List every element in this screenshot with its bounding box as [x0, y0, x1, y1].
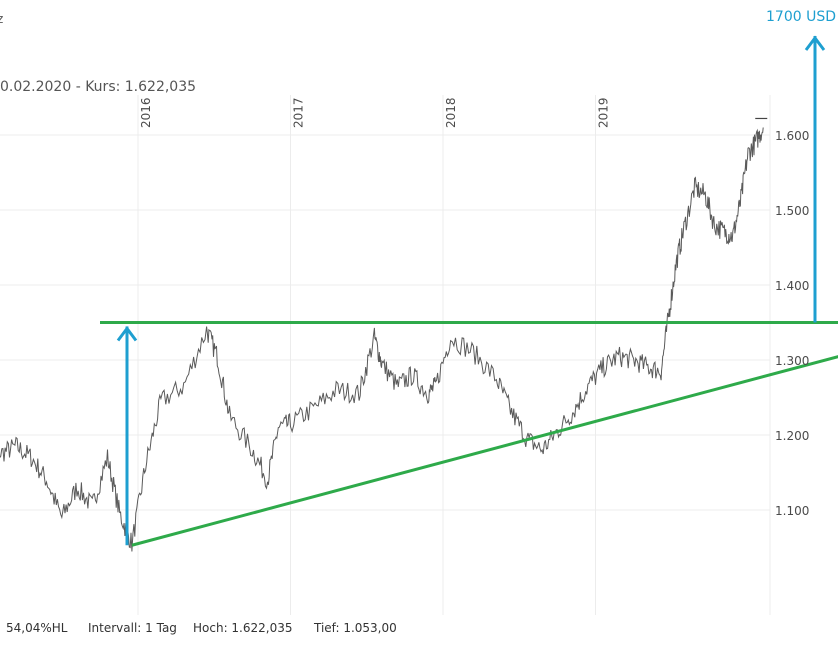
x-tick-label: 2018: [444, 97, 458, 128]
measured-move-arrowhead: [116, 326, 138, 342]
overlay-layer: [100, 35, 838, 547]
y-tick-label: 1.500: [775, 204, 809, 218]
corner-mark: z: [0, 12, 4, 26]
target-label: 1700 USD: [766, 9, 836, 25]
y-tick-label: 1.600: [775, 129, 809, 143]
price-series-line: [0, 127, 764, 552]
low-label: Tief: 1.053,00: [314, 621, 397, 635]
y-tick-label: 1.100: [775, 504, 809, 518]
interval-label: Intervall: 1 Tag: [88, 621, 177, 635]
y-tick-label: 1.400: [775, 279, 809, 293]
date-price-header: 0.02.2020 - Kurs: 1.622,035: [0, 79, 197, 95]
support-trendline: [131, 355, 838, 547]
grid-layer: [0, 95, 771, 615]
x-tick-label: 2019: [597, 97, 611, 128]
y-tick-label: 1.200: [775, 429, 809, 443]
y-tick-label: 1.300: [775, 354, 809, 368]
range-percent: 54,04%HL: [6, 621, 68, 635]
high-label: Hoch: 1.622,035: [193, 621, 293, 635]
x-tick-label: 2016: [139, 97, 153, 128]
price-layer: [0, 117, 768, 552]
x-tick-label: 2017: [292, 97, 306, 128]
target-arrowhead: [804, 35, 826, 51]
label-layer: 1.100 1.200 1.300 1.400 1.500 1.600 2016 2017 20…: [139, 9, 836, 518]
